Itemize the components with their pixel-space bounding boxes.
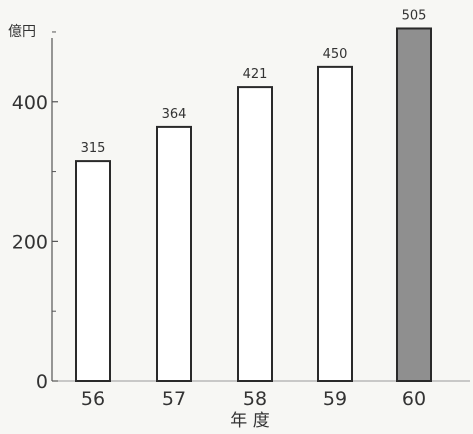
x-tick-label: 56 [81,388,105,410]
bars: 315 56 364 57 421 58 450 59 505 60 [75,8,432,410]
bar [237,86,273,382]
x-tick-label: 57 [162,388,186,410]
y-axis-label: 億円 [8,24,36,40]
x-tick-label: 60 [402,388,426,410]
y-tick-label: 400 [12,92,48,114]
bar-value-label: 364 [162,107,187,122]
x-axis-label: 年 度 [230,411,269,430]
axes: 0 200 400 [12,31,470,393]
bar-value-label: 505 [402,8,427,23]
y-tick-label: 200 [12,231,48,253]
x-tick-label: 58 [243,388,267,410]
bar [75,160,111,382]
y-tick-label: 0 [36,371,48,393]
bar [396,27,432,382]
bar-value-label: 450 [323,47,348,62]
bar [317,65,353,382]
bar-value-label: 315 [81,141,106,156]
bar-value-label: 421 [243,67,268,82]
x-tick-label: 59 [323,388,347,410]
bar [156,125,192,383]
